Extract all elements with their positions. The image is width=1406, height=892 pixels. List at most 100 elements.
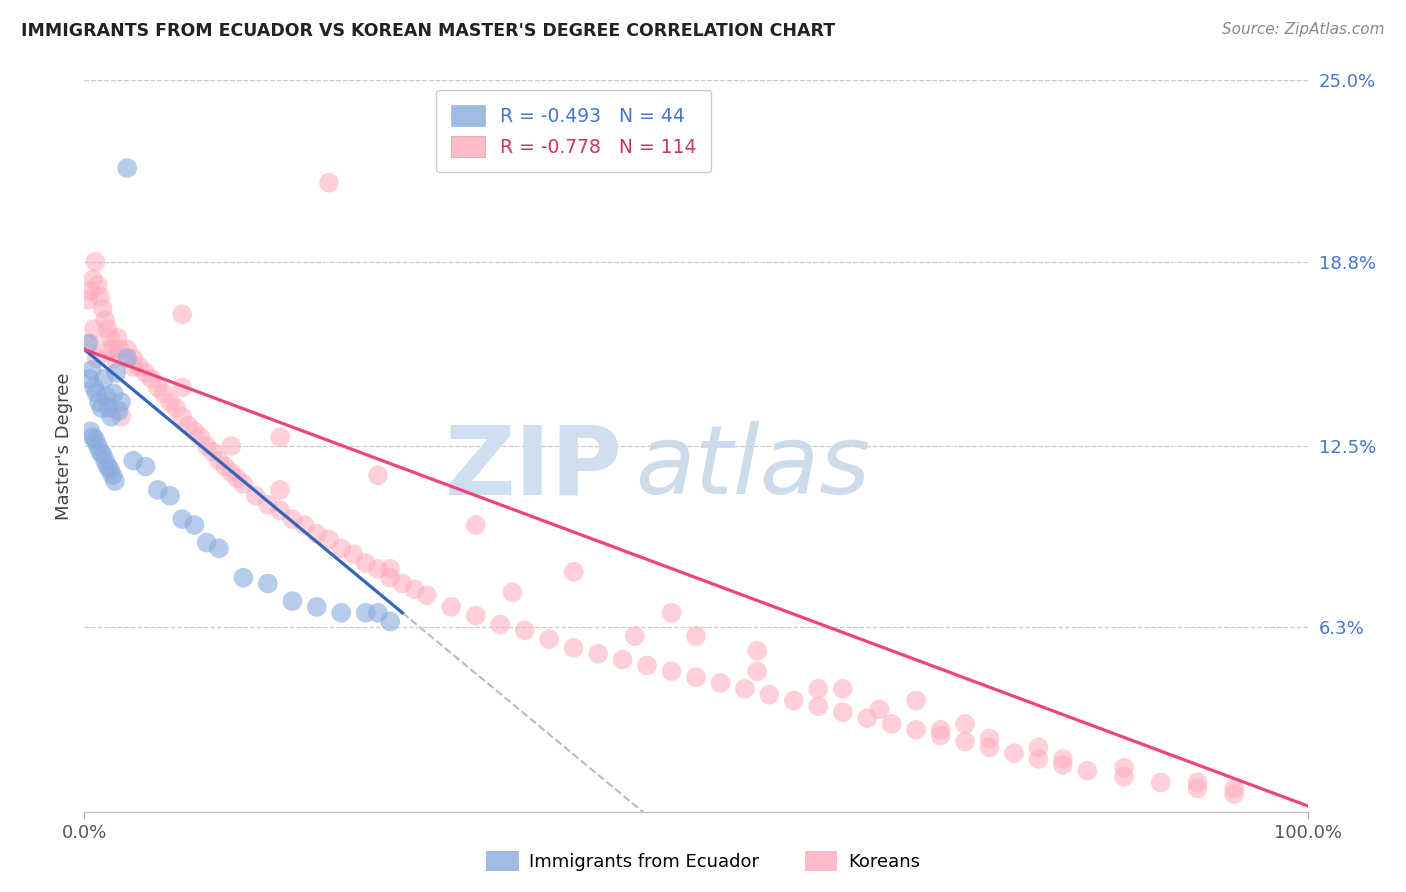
Text: atlas: atlas xyxy=(636,421,870,515)
Point xyxy=(94,453,117,467)
Point xyxy=(342,547,364,561)
Point xyxy=(159,395,181,409)
Point xyxy=(105,331,128,345)
Point xyxy=(89,445,111,459)
Point xyxy=(82,430,104,444)
Point xyxy=(195,535,218,549)
Point xyxy=(98,331,121,345)
Point xyxy=(1223,781,1246,796)
Point xyxy=(190,430,212,444)
Point xyxy=(416,588,439,602)
Point xyxy=(929,729,952,743)
Point xyxy=(84,433,107,447)
Point xyxy=(869,702,891,716)
Point xyxy=(122,351,145,366)
Point xyxy=(83,380,105,394)
Point xyxy=(97,322,120,336)
Point xyxy=(1028,740,1050,755)
Point xyxy=(979,740,1001,755)
Point xyxy=(380,571,402,585)
Point xyxy=(269,503,291,517)
Point xyxy=(104,474,127,488)
Point xyxy=(1114,761,1136,775)
Text: ZIP: ZIP xyxy=(444,421,623,515)
Point xyxy=(77,336,100,351)
Point xyxy=(183,425,205,439)
Point xyxy=(77,293,100,307)
Point xyxy=(464,518,486,533)
Point xyxy=(953,717,976,731)
Point xyxy=(1002,746,1025,760)
Point xyxy=(226,471,249,485)
Point xyxy=(305,526,328,541)
Point xyxy=(214,459,236,474)
Point xyxy=(201,445,224,459)
Point xyxy=(747,644,769,658)
Point xyxy=(79,284,101,298)
Point xyxy=(93,372,115,386)
Point xyxy=(612,652,634,666)
Point xyxy=(108,343,131,357)
Point xyxy=(105,366,128,380)
Point xyxy=(685,670,707,684)
Point xyxy=(104,351,127,366)
Point xyxy=(195,439,218,453)
Point xyxy=(318,533,340,547)
Point xyxy=(177,418,200,433)
Point xyxy=(1223,787,1246,801)
Point xyxy=(172,409,194,424)
Point xyxy=(661,665,683,679)
Point xyxy=(172,380,194,394)
Point xyxy=(245,489,267,503)
Point xyxy=(367,562,389,576)
Legend: R = -0.493   N = 44, R = -0.778   N = 114: R = -0.493 N = 44, R = -0.778 N = 114 xyxy=(436,90,711,172)
Point xyxy=(464,608,486,623)
Point xyxy=(103,386,125,401)
Point xyxy=(101,343,124,357)
Legend: Immigrants from Ecuador, Koreans: Immigrants from Ecuador, Koreans xyxy=(479,844,927,879)
Point xyxy=(380,615,402,629)
Point xyxy=(83,322,105,336)
Point xyxy=(219,439,242,453)
Point xyxy=(685,629,707,643)
Point xyxy=(783,693,806,707)
Point xyxy=(86,386,108,401)
Point xyxy=(79,425,101,439)
Point xyxy=(122,359,145,374)
Point xyxy=(165,401,187,415)
Point xyxy=(94,313,117,327)
Point xyxy=(624,629,647,643)
Point xyxy=(380,562,402,576)
Point xyxy=(330,541,353,556)
Point xyxy=(538,632,561,646)
Point xyxy=(172,512,194,526)
Point xyxy=(87,278,110,293)
Point xyxy=(1076,764,1098,778)
Point xyxy=(807,699,830,714)
Point xyxy=(281,594,304,608)
Point xyxy=(84,254,107,268)
Point xyxy=(330,606,353,620)
Point xyxy=(135,459,157,474)
Point xyxy=(208,541,231,556)
Point xyxy=(79,336,101,351)
Point xyxy=(807,681,830,696)
Point xyxy=(91,448,114,462)
Point xyxy=(98,462,121,476)
Point xyxy=(880,717,903,731)
Point xyxy=(110,409,132,424)
Point xyxy=(97,343,120,357)
Point xyxy=(257,498,280,512)
Point xyxy=(183,518,205,533)
Point xyxy=(269,483,291,497)
Point xyxy=(747,665,769,679)
Point xyxy=(354,556,377,570)
Point xyxy=(661,606,683,620)
Point xyxy=(96,389,118,403)
Point xyxy=(1114,770,1136,784)
Point xyxy=(101,468,124,483)
Point xyxy=(502,585,524,599)
Point xyxy=(281,512,304,526)
Point xyxy=(269,430,291,444)
Point xyxy=(89,290,111,304)
